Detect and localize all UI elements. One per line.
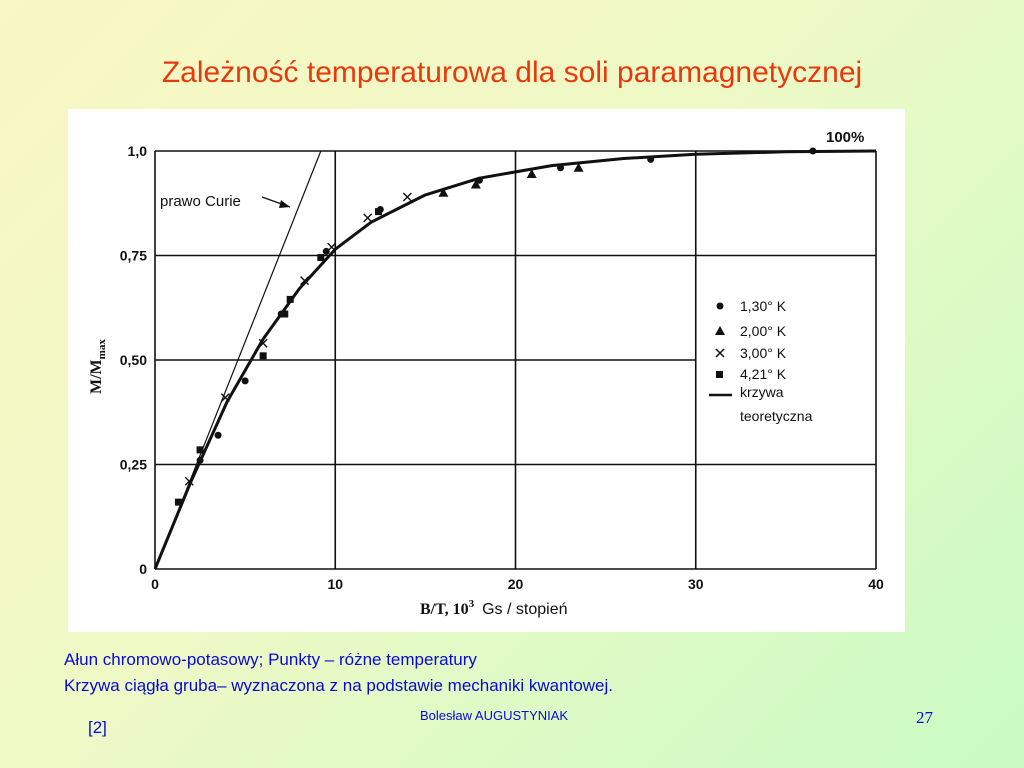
x-tick-label: 10 [327,576,343,592]
point-circle [214,431,222,439]
y-tick-label: 1,0 [128,143,148,159]
legend-label-130: 1,30° K [740,298,787,314]
legend-marker-circle [716,302,724,310]
y-axis-label-main: M/M [88,359,105,394]
point-circle [647,155,655,163]
chart-figure: 0 10 20 30 40 0 0,25 0,50 0,75 1,0 prawo Curie 10… [68,109,905,632]
point-cross [220,393,230,403]
point-square [259,352,267,360]
reference-marker: [2] [88,718,107,737]
point-square [174,498,182,506]
page-number: 27 [916,708,933,727]
x-axis-label-unit: Gs / stopień [482,601,567,618]
point-square [286,295,294,303]
caption-line-1: Ałun chromowo-potasowy; Punkty – różne t… [64,650,477,669]
curie-law-line [154,150,322,570]
point-circle [809,147,817,155]
point-circle [322,247,330,255]
point-cross [402,192,412,202]
point-square [375,208,383,216]
y-tick-label: 0,25 [120,457,147,473]
x-tick-label: 0 [151,576,159,592]
chart-tick-labels: 0 10 20 30 40 0 0,25 0,50 0,75 1,0 [120,143,884,592]
y-axis-label: M/Mmax [88,339,108,394]
point-circle [475,176,483,184]
hundred-percent-label: 100% [826,129,864,146]
point-square [196,446,204,454]
author-footer: Bolesław AUGUSTYNIAK [420,708,569,723]
legend: 1,30° K 2,00° K 3,00° K 4,21° K krzywa t… [709,298,813,424]
x-axis-label-main: B/T, 10 [420,601,469,618]
legend-label-200: 2,00° K [740,323,787,339]
point-square [317,254,325,262]
chart-marks [174,147,817,506]
x-tick-label: 40 [868,576,884,592]
y-tick-label: 0 [139,561,147,577]
point-cross [300,276,310,286]
point-cross [327,242,337,252]
y-tick-label: 0,50 [120,352,147,368]
slide-title: Zależność temperaturowa dla soli paramag… [161,56,863,89]
legend-label-curve-2: teoretyczna [740,408,813,424]
chart-curves [153,149,877,570]
legend-label-curve-1: krzywa [740,384,784,400]
legend-label-300: 3,00° K [740,345,787,361]
point-circle [241,377,249,385]
x-axis-label: B/T, 103 Gs / stopień [420,598,567,618]
x-axis-label-exp: 3 [469,598,475,610]
x-tick-label: 20 [508,576,524,592]
x-tick-label: 30 [688,576,704,592]
curie-law-label: prawo Curie [160,193,241,210]
y-tick-label: 0,75 [120,248,147,264]
point-cross [184,476,194,486]
point-circle [557,164,565,172]
y-axis-label-sub: max [96,339,108,360]
point-cross [258,338,268,348]
point-triangle [470,179,481,189]
chart-grid [154,150,877,570]
legend-marker-triangle [715,326,725,335]
point-square [281,310,289,318]
caption-line-2: Krzywa ciągła gruba– wyznaczona z na pod… [64,676,614,695]
curie-law-arrowhead [279,200,290,208]
chart-svg: 0 10 20 30 40 0 0,25 0,50 0,75 1,0 prawo Curie 10… [88,129,884,618]
point-triangle [526,168,537,178]
point-cross [363,213,373,223]
legend-marker-square [716,371,723,378]
point-triangle [438,187,449,197]
point-triangle [573,162,584,172]
point-circle [196,456,204,464]
theory-curve [153,149,877,570]
legend-label-421: 4,21° K [740,366,787,382]
legend-marker-cross [715,348,725,358]
